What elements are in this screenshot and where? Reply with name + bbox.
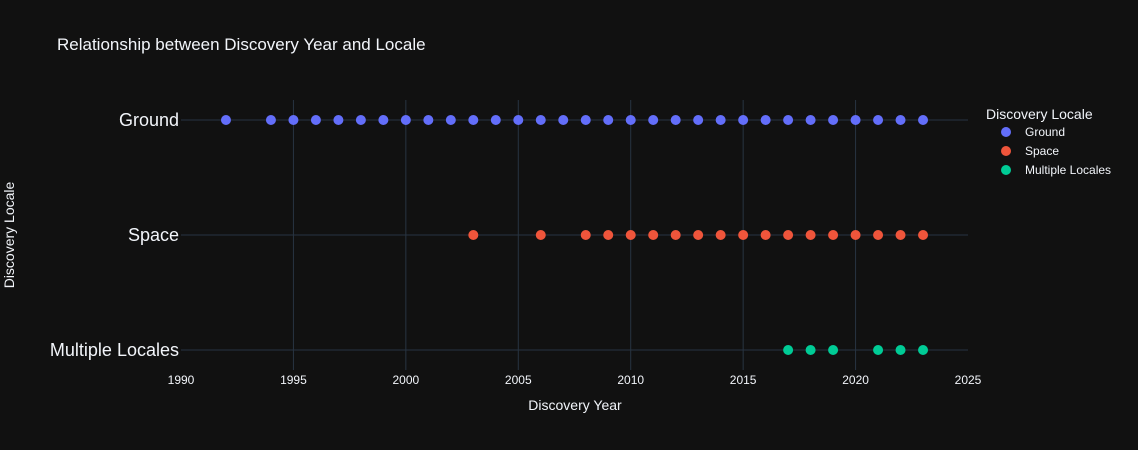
data-point — [490, 115, 501, 125]
data-point — [625, 115, 636, 125]
y-tick-label: Multiple Locales — [50, 340, 179, 360]
data-point — [535, 115, 546, 125]
legend-label: Ground — [1025, 125, 1065, 139]
data-point — [715, 115, 726, 125]
data-point — [310, 115, 321, 125]
data-point — [288, 115, 299, 125]
data-point — [805, 230, 816, 240]
x-axis-title: Discovery Year — [528, 397, 622, 413]
legend-title: Discovery Locale — [986, 106, 1093, 122]
x-axis-ticks: 1990 1995 2000 2005 2010 2015 2020 2025 — [168, 373, 982, 387]
data-point — [918, 345, 929, 355]
data-point — [828, 115, 839, 125]
data-point — [918, 230, 929, 240]
y-tick-label: Ground — [119, 110, 179, 130]
data-point — [648, 230, 659, 240]
data-point — [558, 115, 569, 125]
data-points — [220, 115, 929, 355]
legend-label: Multiple Locales — [1025, 163, 1111, 177]
data-point — [738, 230, 749, 240]
data-point — [828, 230, 839, 240]
data-point — [918, 115, 929, 125]
data-point — [783, 345, 794, 355]
data-point — [220, 115, 231, 125]
data-point — [378, 115, 389, 125]
data-point — [805, 115, 816, 125]
data-point — [625, 230, 636, 240]
data-point — [580, 230, 591, 240]
x-tick-label: 1995 — [280, 373, 307, 387]
data-point — [535, 230, 546, 240]
legend-marker — [1001, 127, 1011, 137]
data-point — [580, 115, 591, 125]
y-axis-ticks: Ground Space Multiple Locales — [50, 110, 179, 360]
data-point — [783, 230, 794, 240]
data-point — [670, 230, 681, 240]
data-point — [873, 345, 884, 355]
data-point — [648, 115, 659, 125]
data-point — [850, 115, 861, 125]
data-point — [895, 115, 906, 125]
data-point — [693, 230, 704, 240]
x-tick-label: 2005 — [505, 373, 532, 387]
data-point — [805, 345, 816, 355]
x-tick-label: 2020 — [842, 373, 869, 387]
grid-layer — [181, 100, 968, 370]
data-point — [850, 230, 861, 240]
data-point — [423, 115, 434, 125]
data-point — [783, 115, 794, 125]
data-point — [468, 230, 479, 240]
data-point — [828, 345, 839, 355]
x-tick-label: 2010 — [617, 373, 644, 387]
data-point — [603, 115, 614, 125]
legend-marker — [1001, 165, 1011, 175]
data-point — [355, 115, 366, 125]
x-tick-label: 2025 — [955, 373, 982, 387]
x-tick-label: 1990 — [168, 373, 195, 387]
data-point — [873, 230, 884, 240]
data-point — [468, 115, 479, 125]
data-point — [333, 115, 344, 125]
legend-marker — [1001, 146, 1011, 156]
data-point — [603, 230, 614, 240]
y-tick-label: Space — [128, 225, 179, 245]
y-axis-title: Discovery Locale — [1, 181, 17, 288]
data-point — [738, 115, 749, 125]
x-tick-label: 2000 — [393, 373, 420, 387]
data-point — [400, 115, 411, 125]
data-point — [760, 115, 771, 125]
data-point — [513, 115, 524, 125]
data-point — [715, 230, 726, 240]
data-point — [760, 230, 771, 240]
data-point — [895, 345, 906, 355]
data-point — [265, 115, 276, 125]
data-point — [873, 115, 884, 125]
data-point — [895, 230, 906, 240]
data-point — [445, 115, 456, 125]
data-point — [670, 115, 681, 125]
chart-title: Relationship between Discovery Year and … — [57, 35, 426, 54]
data-point — [693, 115, 704, 125]
legend-label: Space — [1025, 144, 1059, 158]
legend: Discovery Locale Ground Space Multiple Loc… — [986, 106, 1111, 177]
x-tick-label: 2015 — [730, 373, 757, 387]
